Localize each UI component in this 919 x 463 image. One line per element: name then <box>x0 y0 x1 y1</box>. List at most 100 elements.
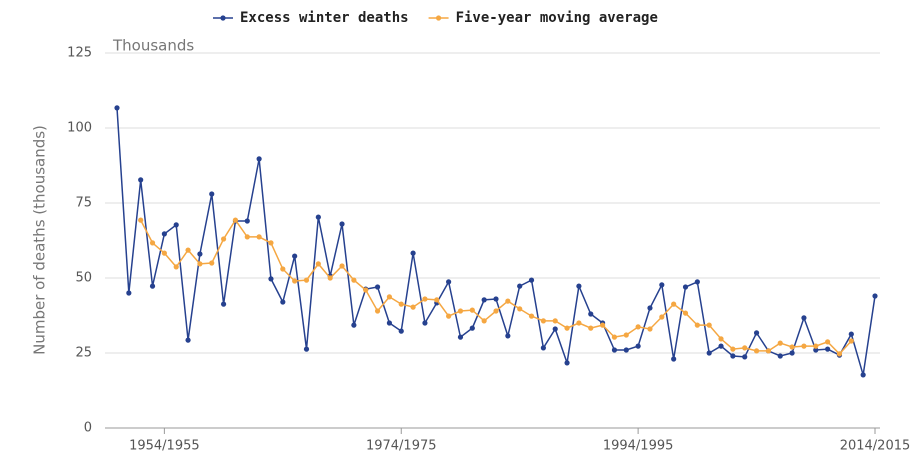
data-point <box>801 343 807 349</box>
data-point <box>753 330 760 336</box>
data-point <box>659 314 665 320</box>
y-axis-label: Number of deaths (thousands) <box>31 125 49 355</box>
y-tick-label: 25 <box>75 346 92 361</box>
data-point <box>682 310 689 316</box>
data-point <box>576 320 582 326</box>
data-point <box>777 353 783 359</box>
data-point <box>457 308 464 314</box>
data-point <box>244 234 250 240</box>
data-point <box>363 287 369 293</box>
x-tick-label: 2014/2015 <box>840 439 911 454</box>
data-point <box>422 320 428 326</box>
data-point <box>315 261 321 267</box>
y-tick-label: 50 <box>75 271 92 286</box>
data-point <box>410 250 416 256</box>
data-point <box>386 294 393 300</box>
data-point <box>351 277 357 283</box>
legend: Excess winter deaths Five-year moving ave… <box>213 10 658 26</box>
data-point <box>209 260 215 266</box>
data-point <box>232 217 239 223</box>
data-point <box>161 250 167 256</box>
data-point <box>493 308 499 314</box>
data-point <box>327 275 333 281</box>
data-point <box>410 304 416 310</box>
data-point <box>647 305 653 311</box>
data-point <box>860 372 866 378</box>
data-point <box>149 240 156 246</box>
data-point <box>469 325 475 331</box>
data-point <box>659 282 665 288</box>
data-point <box>671 356 677 362</box>
data-point <box>742 345 748 351</box>
data-point <box>718 336 724 342</box>
data-point <box>848 331 854 337</box>
data-point <box>374 308 381 314</box>
data-point <box>825 339 831 345</box>
data-point <box>635 324 641 330</box>
data-point <box>671 301 677 307</box>
data-point <box>292 253 298 259</box>
data-point <box>339 263 345 269</box>
data-point <box>209 191 215 197</box>
data-point <box>173 264 179 270</box>
data-point <box>315 214 321 220</box>
data-point <box>446 279 452 285</box>
data-point <box>730 346 736 352</box>
data-point <box>789 350 795 356</box>
data-point <box>244 218 250 224</box>
data-point <box>457 334 464 340</box>
x-tick-label: 1974/1975 <box>366 439 437 454</box>
data-point <box>564 360 570 366</box>
y-tick-label: 100 <box>67 121 92 136</box>
data-point <box>220 236 227 242</box>
legend-marker <box>435 15 442 21</box>
data-point <box>481 318 487 324</box>
data-point <box>706 322 712 328</box>
data-point <box>588 311 594 317</box>
data-point <box>505 333 511 339</box>
legend-label: Five-year moving average <box>456 10 658 26</box>
data-point <box>552 326 558 332</box>
data-point <box>185 247 191 253</box>
unit-annotation: Thousands <box>112 37 194 55</box>
data-point <box>386 320 393 326</box>
data-point <box>647 326 653 332</box>
data-point <box>623 347 629 353</box>
data-point <box>872 293 878 299</box>
legend-label: Excess winter deaths <box>240 10 409 26</box>
data-point <box>292 278 298 284</box>
data-point <box>220 301 227 307</box>
data-point <box>126 290 132 296</box>
data-point <box>197 251 203 257</box>
data-point <box>611 347 618 353</box>
data-point <box>422 296 428 302</box>
data-point <box>540 318 546 324</box>
data-point <box>528 313 535 319</box>
data-point <box>588 325 594 331</box>
data-point <box>540 345 546 351</box>
data-point <box>434 297 440 303</box>
data-point <box>694 279 700 285</box>
data-point <box>517 306 523 312</box>
data-point <box>801 315 807 321</box>
data-point <box>398 301 404 307</box>
data-point <box>493 296 499 302</box>
data-point <box>517 283 523 289</box>
data-point <box>682 284 689 290</box>
data-point <box>256 156 262 162</box>
data-point <box>742 354 748 360</box>
data-point <box>197 261 203 267</box>
data-point <box>173 222 179 228</box>
data-point <box>753 348 760 354</box>
data-point <box>576 283 582 289</box>
data-point <box>351 322 357 328</box>
data-point <box>848 338 854 344</box>
y-tick-label: 75 <box>75 196 92 211</box>
data-point <box>374 284 381 290</box>
data-point <box>481 297 487 303</box>
data-point <box>694 322 700 328</box>
data-point <box>149 283 156 289</box>
data-point <box>599 322 606 328</box>
data-point <box>161 231 167 237</box>
